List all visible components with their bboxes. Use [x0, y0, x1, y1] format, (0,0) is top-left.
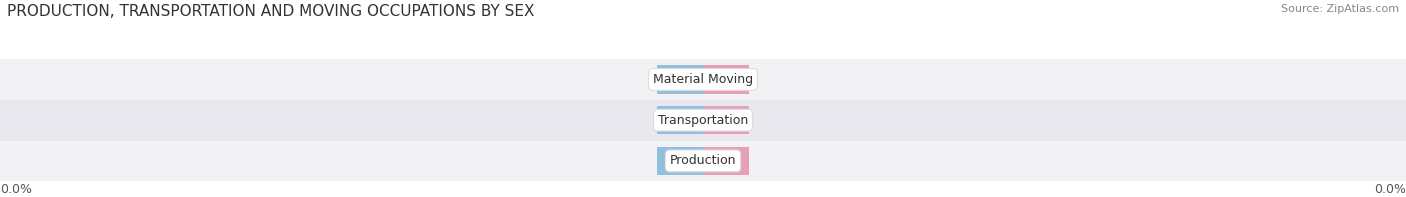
Bar [657, 147, 703, 175]
Text: 0.0%: 0.0% [1374, 183, 1406, 196]
Bar [0, 100, 1406, 140]
Text: Material Moving: Material Moving [652, 73, 754, 86]
Text: 0.0%: 0.0% [665, 115, 695, 125]
Bar [657, 106, 703, 134]
Bar [0, 59, 1406, 100]
Text: Source: ZipAtlas.com: Source: ZipAtlas.com [1281, 4, 1399, 14]
Bar [657, 65, 703, 94]
Text: Production: Production [669, 154, 737, 167]
Bar [703, 147, 749, 175]
Text: Transportation: Transportation [658, 114, 748, 127]
Text: 0.0%: 0.0% [665, 74, 695, 85]
Text: PRODUCTION, TRANSPORTATION AND MOVING OCCUPATIONS BY SEX: PRODUCTION, TRANSPORTATION AND MOVING OC… [7, 4, 534, 19]
Text: 0.0%: 0.0% [711, 115, 741, 125]
Text: 0.0%: 0.0% [711, 74, 741, 85]
Text: 0.0%: 0.0% [665, 156, 695, 166]
Text: 0.0%: 0.0% [711, 156, 741, 166]
Text: 0.0%: 0.0% [0, 183, 32, 196]
Bar [0, 140, 1406, 181]
Bar [703, 65, 749, 94]
Bar [703, 106, 749, 134]
